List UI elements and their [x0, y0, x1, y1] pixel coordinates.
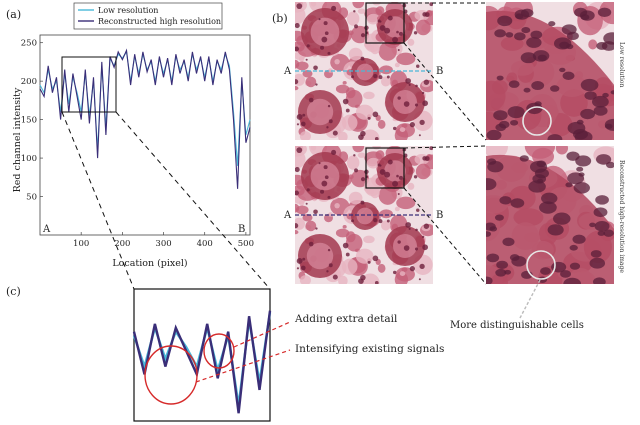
signal-ellipse-right — [203, 333, 235, 369]
zoom-region-box — [61, 56, 117, 113]
point-b-label-top: B — [436, 66, 443, 77]
annotation-pointer-intensify — [195, 349, 291, 383]
zoom-box-top — [365, 2, 405, 44]
panel-label-b: (b) — [272, 12, 288, 25]
legend-entry-high: Reconstructed high resolution — [98, 17, 221, 26]
series-line-high-res — [39, 48, 251, 189]
y-tick-label: 250 — [21, 39, 37, 49]
x-tick-label: 400 — [197, 239, 213, 249]
zoom-connector — [61, 111, 135, 290]
y-axis-label: Red channel intensity — [12, 87, 23, 192]
legend-entry-low: Low resolution — [98, 6, 158, 15]
chart-point-b-label: B — [238, 224, 245, 235]
y-tick-label: 100 — [21, 154, 37, 164]
cells-caption: More distinguishable cells — [450, 320, 584, 331]
annotation-intensifying: Intensifying existing signals — [295, 343, 444, 355]
point-a-label-top: A — [283, 66, 292, 77]
point-a-label-bottom: A — [283, 210, 292, 221]
zoom-connector — [115, 111, 271, 290]
chart-legend: Low resolution Reconstructed high resolu… — [73, 2, 223, 30]
x-axis-label: Location (pixel) — [112, 258, 187, 269]
annotation-pointer-detail — [233, 321, 291, 348]
chart-point-a-label: A — [42, 224, 51, 235]
point-b-label-bottom: B — [436, 210, 443, 221]
row-label-high-res: Reconstructed high-resolution image — [618, 160, 625, 273]
y-tick-label: 200 — [21, 77, 37, 87]
intensity-line-chart: 100 200 300 400 500 50 100 150 200 250 Red channe… — [12, 2, 254, 269]
y-tick-label: 150 — [21, 116, 37, 126]
y-tick-label: 50 — [26, 193, 37, 203]
zoom-connector — [403, 42, 487, 141]
panel-label-a: (a) — [6, 8, 22, 21]
annotation-adding-detail: Adding extra detail — [294, 313, 398, 325]
plot-frame — [39, 34, 251, 236]
zoom-series-line-high-res — [132, 310, 272, 414]
x-tick-label: 200 — [114, 239, 130, 249]
x-tick-label: 100 — [73, 239, 89, 249]
signal-ellipse-left — [144, 345, 198, 405]
row-label-low-res: Low resolution — [618, 42, 625, 87]
cells-callout-line — [519, 279, 541, 319]
cell-circle-bottom — [526, 250, 556, 280]
x-tick-label: 300 — [155, 239, 171, 249]
zoom-connector — [403, 187, 487, 285]
x-tick-label: 500 — [238, 239, 254, 249]
panel-label-c: (c) — [6, 285, 21, 298]
zoom-frame — [133, 288, 271, 422]
cell-circle-top — [522, 106, 552, 136]
zoom-box-bottom — [365, 147, 405, 189]
